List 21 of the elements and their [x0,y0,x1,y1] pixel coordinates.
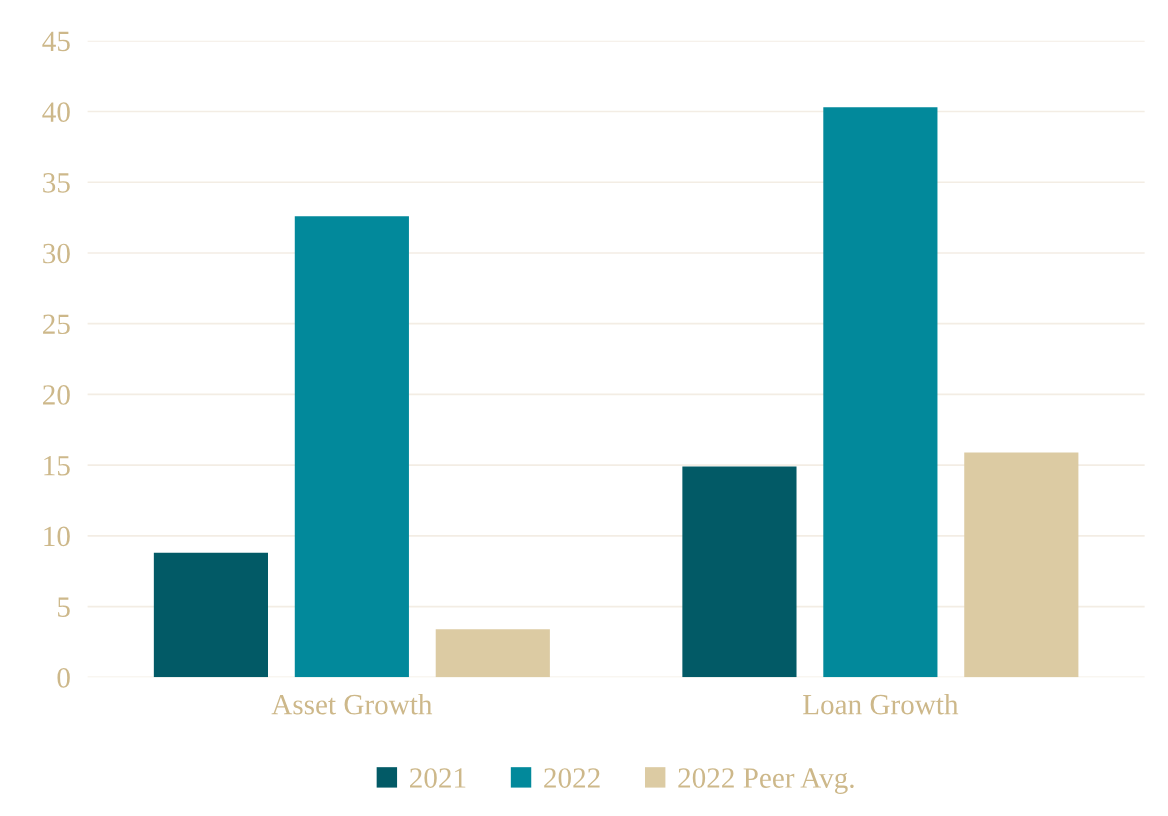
bar [964,452,1079,678]
y-tick-label: 35 [43,173,70,193]
legend-label: 2022 [544,768,600,788]
legend-label: 2022 Peer Avg. [678,768,854,794]
y-tick-label: 0 [57,668,70,688]
x-tick-label: Loan Growth [803,693,959,715]
y-tick-label: 5 [58,597,70,617]
y-tick-label: 15 [44,455,70,476]
bar [823,107,938,678]
y-tick-label: 40 [42,102,70,122]
bar [294,216,409,678]
legend-label: 2021 [410,768,466,788]
y-tick-label: 45 [42,31,70,52]
bar [682,466,797,678]
y-tick-label: 25 [43,314,70,335]
bar [435,629,550,678]
x-tick-label: Asset Growth [271,693,433,715]
bar [153,552,268,678]
y-tick-label: 30 [43,243,70,264]
y-tick-label: 10 [44,526,70,547]
y-tick-label: 20 [43,385,70,405]
